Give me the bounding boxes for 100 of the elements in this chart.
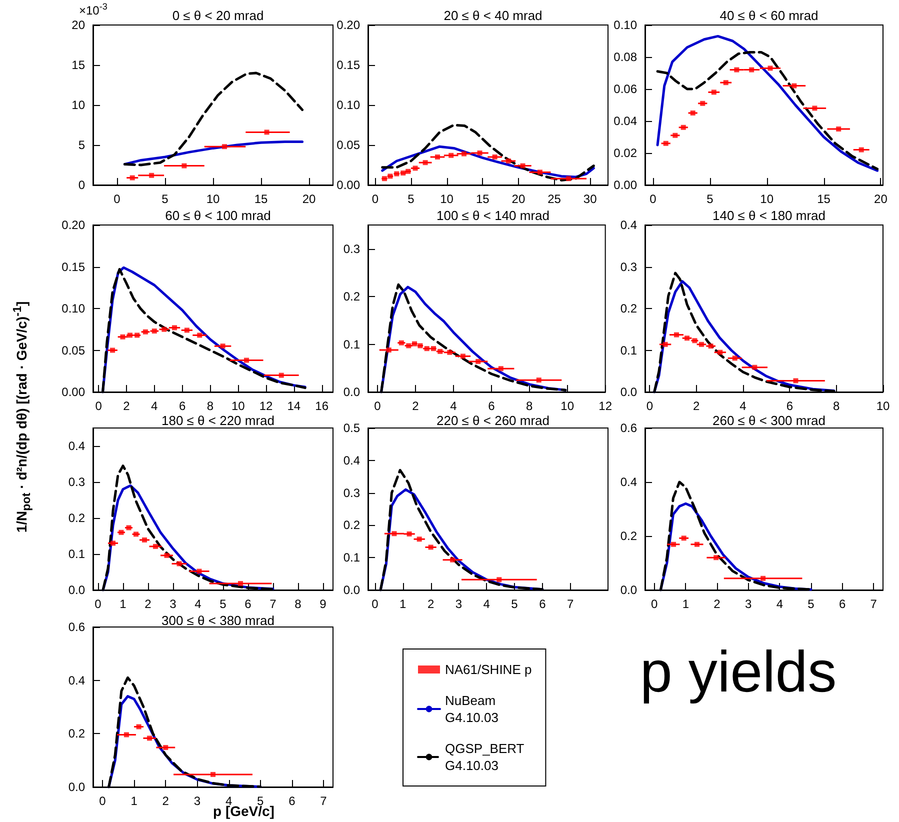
point <box>506 158 511 164</box>
y-tick-label: 0.2 <box>343 518 360 532</box>
point <box>812 106 818 111</box>
point <box>447 350 452 355</box>
x-tick-label: 20 <box>874 192 888 206</box>
point <box>674 332 679 338</box>
x-tick-label: 12 <box>598 399 612 413</box>
x-tick-label: 7 <box>870 597 878 611</box>
point <box>536 378 542 383</box>
point <box>244 358 249 363</box>
point <box>278 372 284 378</box>
point <box>136 724 142 730</box>
x-tick-label: 1 <box>682 597 690 611</box>
x-tick-label: 5 <box>220 597 227 611</box>
x-tick-label: 6 <box>488 399 496 413</box>
x-tick-label: 4 <box>776 597 784 611</box>
y-tick-label: 0.3 <box>68 475 86 489</box>
x-tick-label: 16 <box>315 399 329 413</box>
x-tick-label: 15 <box>817 192 831 206</box>
point <box>734 67 740 72</box>
chart-title: 180 ≤ θ < 220 mrad <box>161 413 275 428</box>
point <box>220 344 226 349</box>
x-tick-label: 10 <box>876 399 890 413</box>
point <box>792 83 797 88</box>
x-tick-label: 4 <box>151 399 158 413</box>
y-tick-label: 10 <box>72 98 86 112</box>
x-tick-label: 4 <box>450 399 458 413</box>
text: p yields <box>640 640 837 704</box>
x-tick-label: 4 <box>740 399 747 413</box>
y-tick-label: 0.1 <box>620 343 638 358</box>
point <box>416 536 422 542</box>
x-tick-label: 20 <box>302 192 316 206</box>
x-tick-label: 4 <box>483 597 490 611</box>
legend-label: QGSP_BERT G4.10.03 <box>445 741 524 773</box>
point <box>714 555 719 560</box>
x-tick-label: 25 <box>548 192 562 206</box>
point <box>749 67 754 72</box>
x-tick-label: 6 <box>838 597 846 611</box>
x-tick-label: 10 <box>760 192 774 206</box>
x-tick-label: 7 <box>270 597 277 611</box>
point <box>130 175 135 180</box>
y-tick-label: 5 <box>78 138 86 152</box>
point <box>162 326 167 332</box>
x-tick-label: 1 <box>400 597 407 611</box>
y-tick-label: 0.00 <box>614 178 638 192</box>
y-tick-label: 0 <box>78 178 86 192</box>
y-tick-label: 0.4 <box>620 475 638 489</box>
y-tick-label: 0.3 <box>620 260 638 274</box>
point <box>210 772 216 777</box>
point <box>684 336 690 341</box>
y-tick-label: 0.2 <box>68 726 86 741</box>
x-tick-label: 6 <box>539 597 546 611</box>
chart-title: 100 ≤ θ < 140 mrad <box>436 208 550 223</box>
point <box>124 732 129 738</box>
chart-title: 40 ≤ θ < 60 mrad <box>720 8 818 23</box>
x-tick-label: 0 <box>650 192 657 206</box>
x-tick-label: 6 <box>288 794 296 808</box>
point <box>768 66 773 71</box>
y-tick-label: 0.1 <box>68 547 86 561</box>
x-tick-label: 3 <box>455 597 462 611</box>
y-tick-label: 0.4 <box>68 673 86 688</box>
x-tick-label: 1 <box>120 597 127 611</box>
x-tick-label: 0 <box>651 597 658 611</box>
y-tick-label: 0.1 <box>343 337 360 352</box>
x-tick-label: 0 <box>99 794 106 808</box>
point <box>662 342 668 347</box>
x-tick-label: 4 <box>194 597 202 611</box>
point <box>386 348 392 353</box>
x-tick-label: 7 <box>320 794 328 808</box>
x-tick-label: 2 <box>427 597 434 611</box>
y-tick-label: 0.1 <box>343 550 360 565</box>
x-tick-label: 8 <box>526 399 534 413</box>
y-tick-label: 0.4 <box>620 218 638 232</box>
y-tick-label: 0.3 <box>343 486 360 500</box>
point <box>520 163 526 168</box>
y-tick-label: 0.0 <box>620 385 638 399</box>
y-tick-label: 0.06 <box>614 82 638 96</box>
point <box>681 536 686 541</box>
y-tick-label: 0.10 <box>62 302 86 316</box>
point <box>498 366 504 372</box>
x-tick-label: 5 <box>808 597 815 611</box>
point <box>197 332 202 338</box>
line-series <box>381 124 595 182</box>
chart-title: 300 ≤ θ < 380 mrad <box>161 613 275 628</box>
x-tick-label: 8 <box>294 597 302 611</box>
x-tick-label: 10 <box>231 399 246 413</box>
point <box>448 152 454 158</box>
y-tick-label: 0.4 <box>343 453 360 468</box>
y-tick-label: 0.10 <box>614 18 638 32</box>
chart-title: 140 ≤ θ < 180 mrad <box>712 208 826 223</box>
x-tick-label: 8 <box>832 399 840 413</box>
x-tick-label: 20 <box>512 192 526 206</box>
point <box>492 154 498 160</box>
x-tick-label: 0 <box>95 399 102 413</box>
x-tick-label: 2 <box>412 399 420 413</box>
y-tick-label: 0.2 <box>620 302 638 316</box>
point <box>238 581 243 586</box>
y-tick-label: 0.6 <box>620 421 638 435</box>
y-tick-label: 0.10 <box>336 98 360 112</box>
x-tick-label: 3 <box>745 597 752 611</box>
